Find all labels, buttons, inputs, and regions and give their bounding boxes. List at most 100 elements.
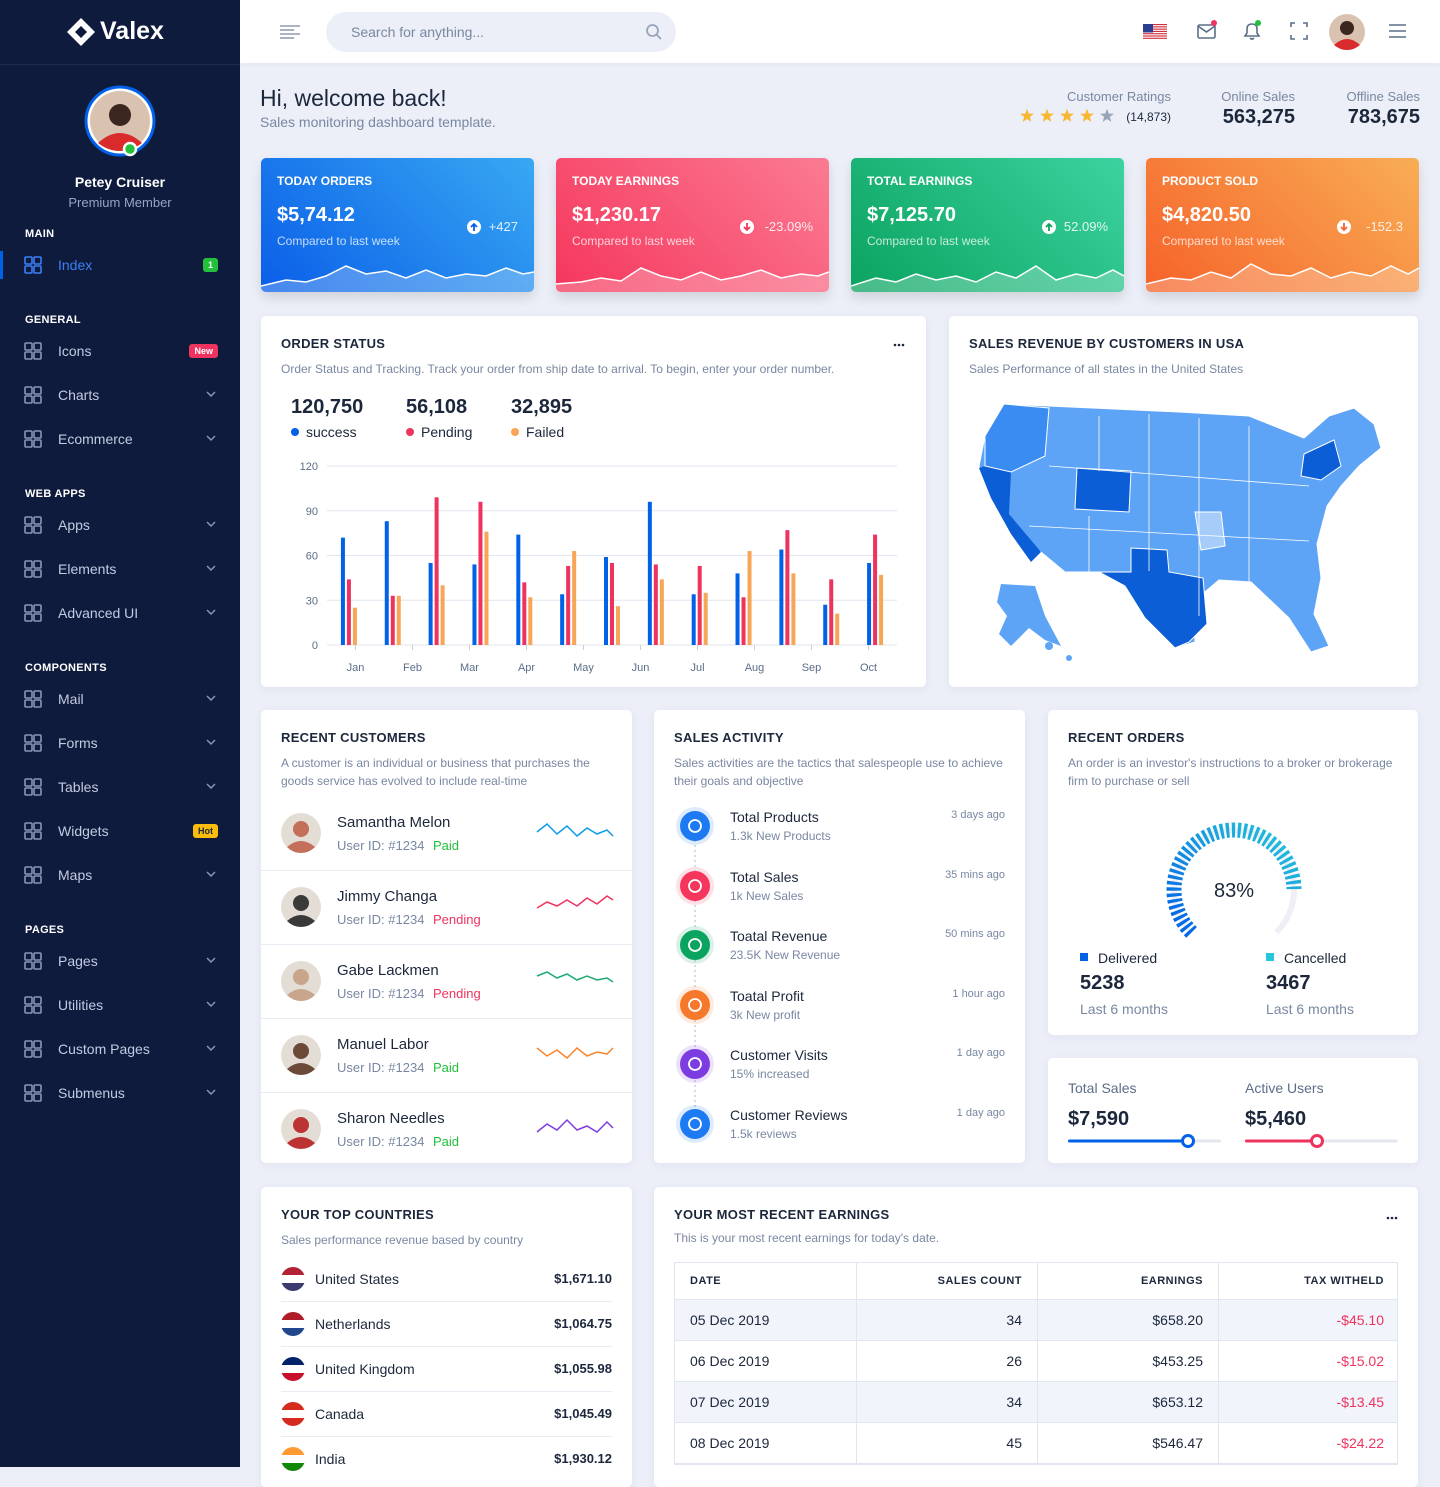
menu-icon	[24, 952, 42, 970]
menu-item[interactable]: Icons New	[0, 337, 240, 365]
bg	[281, 961, 321, 1001]
stat-card: TOTAL EARNINGS $7,125.70 Compared to last …	[851, 158, 1124, 292]
state-west	[984, 403, 1050, 473]
country-flag	[281, 1402, 305, 1426]
icon-c	[24, 265, 33, 274]
menu-item[interactable]: Apps	[0, 511, 240, 539]
menu-item[interactable]: Utilities	[0, 991, 240, 1019]
menu-label: Ecommerce	[58, 431, 133, 447]
activity-time: 1 hour ago	[952, 987, 1005, 1000]
activity-icon	[676, 1045, 714, 1083]
customer-sparkline	[536, 895, 614, 909]
icon-c	[24, 351, 33, 360]
menu-item[interactable]: Elements	[0, 555, 240, 583]
customer-status: Pending	[433, 912, 481, 927]
icon-d	[33, 1093, 42, 1102]
sparkline	[556, 267, 829, 292]
mail-icon[interactable]	[1197, 20, 1217, 41]
top	[281, 1312, 305, 1320]
menu-item[interactable]: Mail	[0, 685, 240, 713]
bar	[703, 592, 708, 645]
bar	[478, 501, 483, 645]
total-label: Active Users	[1245, 1080, 1324, 1096]
table-header: EARNINGS	[1037, 1263, 1218, 1300]
stat-card: TODAY ORDERS $5,74.12 Compared to last wee…	[261, 158, 534, 292]
search-box[interactable]: Search for anything...	[326, 12, 676, 52]
mid	[281, 1455, 305, 1463]
online-dot	[122, 141, 138, 157]
timeline-line	[694, 825, 696, 1125]
icon-a	[24, 386, 33, 395]
total-label: Total Sales	[1068, 1080, 1137, 1096]
alaska	[997, 584, 1061, 646]
menu-icon[interactable]	[1388, 21, 1408, 41]
menu-item[interactable]: Custom Pages	[0, 1035, 240, 1063]
menu-item[interactable]: Widgets Hot	[0, 817, 240, 845]
sparkline	[1146, 263, 1419, 292]
flag	[281, 1357, 305, 1381]
map-card: SALES REVENUE BY CUSTOMERS IN USA Sales P…	[949, 316, 1418, 687]
table-row: 08 Dec 2019 45 $546.47 -$24.22	[675, 1423, 1397, 1464]
bar	[572, 551, 577, 645]
knob	[1310, 1134, 1324, 1148]
activity-title: Toatal Profit	[730, 987, 804, 1004]
menu-label: Charts	[58, 387, 100, 403]
menu-item[interactable]: Index 1	[0, 251, 240, 279]
activity-time: 3 days ago	[951, 809, 1005, 821]
spark	[536, 1118, 614, 1133]
menu-item[interactable]: Pages	[0, 947, 240, 975]
activity-sub: 1.3k New Products	[730, 829, 831, 843]
menu-icon	[24, 386, 42, 404]
arrow	[1045, 222, 1053, 231]
menu-label: Maps	[58, 867, 93, 883]
activity-icon	[676, 985, 714, 1024]
more-menu[interactable]	[1386, 1216, 1400, 1220]
menu-item[interactable]: Submenus	[0, 1079, 240, 1107]
chevron-path	[206, 739, 216, 746]
bar	[659, 579, 664, 645]
menu-item[interactable]: Charts	[0, 381, 240, 409]
logo-cut	[75, 26, 87, 38]
mid	[281, 1410, 305, 1418]
more-menu[interactable]	[893, 343, 907, 347]
activity-title: Customer Visits	[730, 1047, 828, 1063]
card-subtitle: Sales Performance of all states in the U…	[969, 362, 1244, 376]
customer-avatar	[281, 1109, 321, 1149]
activity-icon	[676, 926, 714, 964]
state-wy	[1074, 467, 1132, 513]
activity-sub: 1k New Sales	[730, 888, 804, 903]
table-header: DATE	[690, 1275, 722, 1287]
menu-item[interactable]: Ecommerce	[0, 425, 240, 453]
order-status-card: ORDER STATUS Order Status and Tracking. T…	[261, 316, 926, 687]
customer-name: Samantha Melon	[337, 814, 451, 831]
halo	[676, 807, 714, 845]
menu-item[interactable]: Maps	[0, 861, 240, 889]
bell-icon[interactable]	[1242, 20, 1262, 41]
table-cell: $653.12	[1037, 1382, 1218, 1423]
fullscreen-icon[interactable]	[1289, 21, 1309, 41]
table-row: 07 Dec 2019 34 $653.12 -$13.45	[675, 1382, 1397, 1423]
menu-label: Widgets	[58, 823, 109, 839]
bd	[287, 841, 315, 853]
state-ny	[1300, 439, 1342, 481]
legend-total: 32,895	[511, 396, 573, 418]
y-tick-label: 120	[300, 461, 318, 473]
table-cell: 08 Dec 2019	[690, 1435, 770, 1451]
bar	[785, 530, 790, 645]
country-name: Netherlands	[315, 1316, 391, 1332]
legend-total: 120,750	[291, 396, 364, 418]
icon-d	[33, 743, 42, 752]
table-cell: 07 Dec 2019	[690, 1394, 770, 1410]
flag	[281, 1447, 305, 1471]
earnings-table: DATE SALES COUNT EARNINGS TAX WITHELD 05 Dec…	[674, 1262, 1398, 1465]
menu-item[interactable]: Tables	[0, 773, 240, 801]
menu-item[interactable]: Advanced UI	[0, 599, 240, 627]
icon-d	[33, 961, 42, 970]
row-divider	[281, 1346, 612, 1347]
hd	[1340, 21, 1354, 35]
recent-orders-card: RECENT ORDERS An order is an investor's i…	[1048, 710, 1418, 1035]
spark-line	[1146, 263, 1419, 285]
menu-item[interactable]: Forms	[0, 729, 240, 757]
card-title: SALES ACTIVITY	[674, 730, 784, 745]
x-axis-label: Mar	[460, 662, 479, 674]
